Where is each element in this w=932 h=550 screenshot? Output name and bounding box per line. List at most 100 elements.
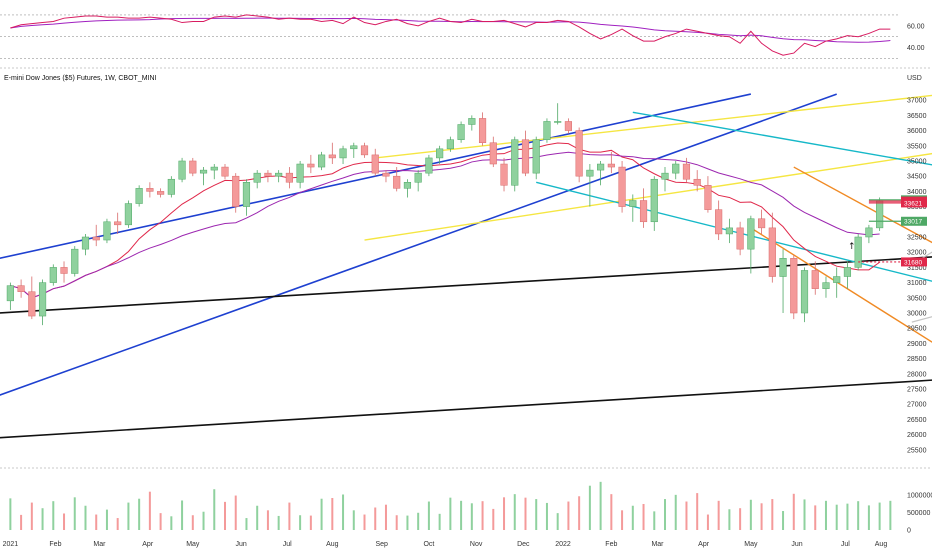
price-tick-label: 25500 (907, 447, 927, 454)
time-tick-label: Mar (651, 541, 664, 548)
price-tick-label: 26500 (907, 417, 927, 424)
volume-bar (52, 501, 55, 530)
candle-body (704, 185, 712, 210)
time-tick-label: Mar (93, 541, 106, 548)
candle (457, 121, 465, 143)
candle (92, 224, 100, 247)
candle (264, 170, 272, 183)
candle-body (49, 267, 57, 283)
volume-bar (814, 505, 817, 530)
candle-body (232, 175, 240, 207)
trendline-orange-lower (750, 227, 932, 343)
volume-bar (224, 501, 226, 530)
candle-body (167, 178, 175, 195)
volume-bar (73, 497, 76, 530)
candle-body (92, 236, 100, 241)
volume-bar (309, 515, 312, 530)
candle (650, 176, 658, 231)
candle (318, 151, 326, 171)
candle (360, 142, 369, 158)
candle-body (103, 221, 111, 241)
candle (682, 157, 691, 183)
volume-bar (277, 515, 280, 530)
candle-body (81, 236, 90, 250)
volume-bar (782, 511, 785, 530)
volume-bar (374, 507, 377, 530)
volume-bar (170, 516, 173, 530)
candle (725, 218, 733, 244)
time-tick-label: Feb (605, 541, 617, 548)
candle-body (135, 188, 143, 204)
candle (532, 136, 540, 180)
candle-body (71, 248, 79, 274)
candle (81, 233, 90, 256)
price-tag: 33621 (901, 198, 927, 208)
candle-body (157, 191, 165, 195)
volume-bar (417, 512, 420, 530)
candle-body (371, 154, 379, 174)
price-tick-label: 31500 (907, 265, 927, 272)
candle-body (790, 258, 798, 314)
candle-body (414, 172, 422, 183)
candle-body (178, 160, 186, 180)
volume-bar (342, 494, 345, 530)
price-tick-label: 36500 (907, 113, 927, 120)
candle-body (511, 139, 519, 186)
volume-bar (116, 518, 119, 530)
candle-body (833, 276, 841, 283)
candle-body (521, 139, 530, 174)
candle-body (242, 182, 251, 207)
candle-body (28, 291, 36, 317)
time-tick-label: Oct (423, 541, 434, 548)
price-tick-label: 29500 (907, 326, 927, 333)
time-tick-label: Dec (517, 541, 530, 548)
candle (189, 157, 197, 177)
time-tick-label: Aug (875, 541, 888, 548)
candle (103, 218, 111, 244)
candle (135, 185, 143, 207)
candle (285, 167, 293, 189)
volume-bar (363, 514, 366, 530)
volume-bar (438, 513, 441, 530)
time-tick-label: Jun (235, 541, 246, 548)
candle-body (38, 282, 47, 317)
candle-body (843, 267, 852, 277)
candle (17, 279, 25, 298)
candle (38, 279, 47, 326)
volume-bar (95, 514, 98, 530)
candle-body (876, 200, 884, 229)
volume-bar (138, 498, 141, 530)
candle (478, 112, 487, 146)
volume-bar (674, 494, 677, 530)
candle-body (446, 139, 454, 150)
volume-bar (760, 503, 763, 530)
volume-bar (696, 493, 699, 530)
candle-body (296, 163, 304, 183)
candle (328, 142, 336, 165)
candle (865, 224, 873, 244)
trendline-black-lower (0, 379, 932, 439)
candle-body (597, 163, 605, 171)
candle-body (575, 130, 583, 177)
volume-bar (588, 485, 591, 530)
candle (779, 249, 787, 314)
price-tick-label: 36000 (907, 128, 927, 135)
price-tag: 33017 (901, 216, 927, 226)
time-tick-label: Apr (142, 541, 154, 548)
volume-bar (460, 500, 463, 530)
volume-bar (63, 513, 66, 530)
candle-body (586, 169, 594, 177)
candle (489, 136, 497, 168)
volume-bar (202, 511, 205, 530)
volume-bar (352, 510, 355, 530)
volume-bar (492, 508, 495, 530)
volume-bar (824, 500, 827, 530)
volume-bar (191, 515, 194, 530)
candle (296, 160, 304, 189)
candle (436, 145, 444, 165)
candle-body (822, 282, 830, 289)
volume-bar (470, 503, 473, 530)
volume-bar (535, 499, 538, 530)
candle-body (253, 172, 261, 183)
candle (371, 148, 379, 177)
